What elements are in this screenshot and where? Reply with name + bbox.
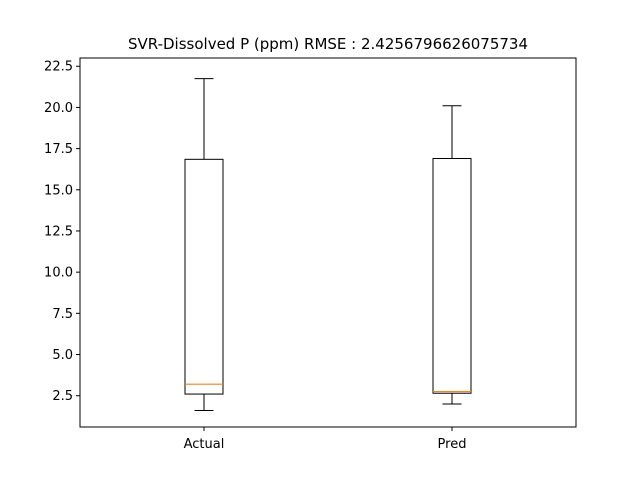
y-tick-label: 15.0 (44, 183, 73, 198)
box-pred (432, 105, 472, 405)
y-tick-label: 7.5 (52, 307, 73, 322)
y-tick-label: 22.5 (44, 60, 73, 75)
box-actual (184, 78, 224, 412)
y-tick-label: 5.0 (52, 348, 73, 363)
x-tick-label: Pred (438, 437, 467, 452)
y-tick-label: 20.0 (44, 101, 73, 116)
x-tick-label: Actual (184, 437, 225, 452)
y-tick-label: 2.5 (52, 389, 73, 404)
y-tick-label: 12.5 (44, 224, 73, 239)
box-series (184, 78, 472, 412)
y-axis: 2.5 5.0 7.5 10.0 12.5 15.0 17.5 20.0 22.5 (44, 60, 80, 404)
box-iqr (184, 158, 224, 395)
y-tick-label: 17.5 (44, 142, 73, 157)
x-axis: Actual Pred (184, 427, 467, 452)
y-tick-label: 10.0 (44, 266, 73, 281)
chart-title: SVR-Dissolved P (ppm) RMSE : 2.425679662… (128, 35, 528, 53)
plot-area (79, 57, 577, 428)
box-iqr (432, 157, 472, 394)
